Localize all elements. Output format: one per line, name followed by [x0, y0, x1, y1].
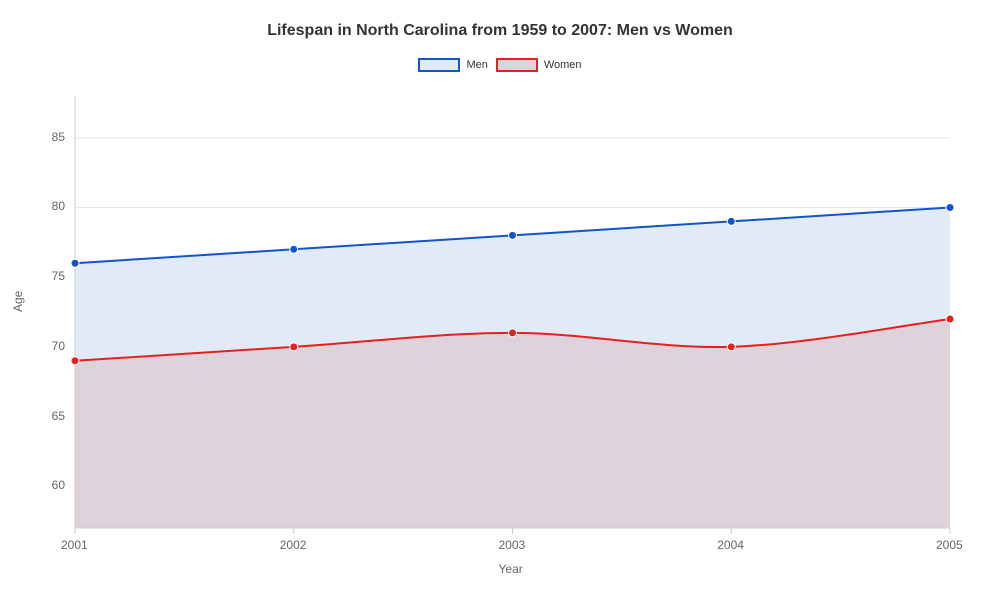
data-point[interactable] — [71, 357, 79, 365]
data-point[interactable] — [509, 231, 517, 239]
x-tick-label: 2004 — [717, 538, 744, 552]
chart-container: Lifespan in North Carolina from 1959 to … — [0, 0, 1000, 600]
x-tick-label: 2003 — [499, 538, 526, 552]
legend-swatch-women — [496, 58, 538, 72]
data-point[interactable] — [727, 343, 735, 351]
data-point[interactable] — [290, 245, 298, 253]
data-point[interactable] — [946, 203, 954, 211]
x-axis-label: Year — [499, 562, 523, 576]
legend-swatch-men — [418, 58, 460, 72]
legend: Men Women — [0, 58, 1000, 72]
y-tick-label: 85 — [52, 130, 65, 144]
plot-svg — [75, 96, 950, 536]
data-point[interactable] — [290, 343, 298, 351]
y-tick-label: 60 — [52, 478, 65, 492]
chart-title: Lifespan in North Carolina from 1959 to … — [0, 0, 1000, 40]
data-point[interactable] — [71, 259, 79, 267]
x-tick-label: 2002 — [280, 538, 307, 552]
data-point[interactable] — [509, 329, 517, 337]
legend-label-men: Men — [466, 59, 487, 71]
data-point[interactable] — [946, 315, 954, 323]
y-tick-label: 75 — [52, 269, 65, 283]
legend-item-men[interactable]: Men — [418, 58, 487, 72]
data-point[interactable] — [727, 217, 735, 225]
legend-item-women[interactable]: Women — [496, 58, 582, 72]
y-tick-label: 65 — [52, 409, 65, 423]
y-tick-label: 70 — [52, 339, 65, 353]
x-tick-label: 2001 — [61, 538, 88, 552]
x-tick-label: 2005 — [936, 538, 963, 552]
plot-area — [75, 96, 950, 528]
y-axis-label: Age — [11, 291, 25, 312]
y-tick-label: 80 — [52, 199, 65, 213]
legend-label-women: Women — [544, 59, 582, 71]
